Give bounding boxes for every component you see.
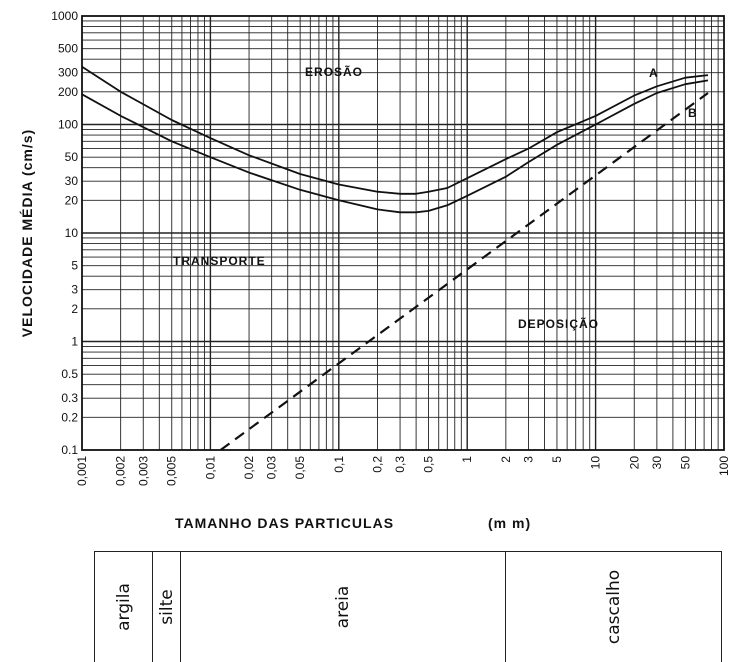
- y-tick-label: 1000: [51, 9, 78, 23]
- grain-label-silte: silte: [156, 589, 177, 625]
- y-tick-label: 100: [58, 118, 78, 132]
- x-tick-label: 0,1: [332, 456, 346, 473]
- y-tick-label: 0.2: [61, 410, 78, 424]
- y-tick-label: 30: [65, 174, 79, 188]
- y-tick-label: 500: [58, 42, 78, 56]
- y-tick-label: 10: [65, 226, 79, 240]
- grain-size-table: argila silte areia cascalho: [94, 551, 722, 662]
- series-line-a: [81, 66, 709, 195]
- grain-cell-cascalho: cascalho: [506, 552, 721, 662]
- grid: [82, 16, 724, 450]
- x-axis-title: TAMANHO DAS PARTICULAS: [175, 515, 394, 531]
- y-tick-label: 3: [71, 283, 78, 297]
- region-label-erosao: EROSÃO: [305, 64, 363, 79]
- x-tick-label: 0,03: [265, 456, 279, 480]
- grain-cell-areia: areia: [181, 552, 506, 662]
- y-tick-label: 200: [58, 85, 78, 99]
- series-lines: [81, 66, 709, 451]
- y-axis-title: VELOCIDADE MÉDIA (cm/s): [19, 129, 35, 337]
- x-tick-label: 0,02: [242, 456, 256, 480]
- x-tick-label: 5: [550, 456, 564, 463]
- region-label-deposicao: DEPOSIÇÃO: [518, 316, 599, 331]
- grain-label-argila: argila: [113, 583, 134, 631]
- x-tick-label: 0,2: [370, 456, 384, 473]
- y-tick-label: 1: [71, 335, 78, 349]
- x-tick-label: 10: [589, 456, 603, 470]
- x-tick-label: 0,002: [114, 456, 128, 486]
- series-line-middle: [81, 79, 709, 214]
- x-tick-label: 0,005: [165, 456, 179, 486]
- y-tick-label: 20: [65, 193, 79, 207]
- x-axis-unit: (m m): [488, 515, 531, 531]
- grain-label-areia: areia: [333, 585, 353, 629]
- grain-label-cascalho: cascalho: [603, 569, 624, 645]
- x-tick-label: 0,01: [203, 456, 217, 480]
- x-tick-labels: 0,001 0,002 0,003 0,005 0,01 0,02 0,03 0,05 0,1 0…: [75, 456, 729, 486]
- x-tick-label: 0,05: [293, 456, 307, 480]
- x-tick-label: 0,3: [393, 456, 407, 473]
- y-tick-label: 0.5: [61, 367, 78, 381]
- x-tick-label: 2: [499, 456, 513, 463]
- x-tick-label: 0,5: [422, 456, 436, 473]
- y-tick-label: 50: [65, 150, 79, 164]
- grain-cell-silte: silte: [153, 552, 181, 662]
- y-tick-label: 5: [71, 259, 78, 273]
- curve-label-b: B: [688, 106, 697, 120]
- x-tick-label: 0,003: [136, 456, 150, 486]
- x-tick-label: 3: [521, 456, 535, 463]
- y-tick-label: 0.1: [61, 443, 78, 457]
- y-tick-labels: 1000 500 300 200 100 50 30 20 10 5 3 2 1 0.5 0.3 0.2 0.1: [51, 9, 78, 457]
- y-tick-label: 0.3: [61, 391, 78, 405]
- curve-label-a: A: [649, 66, 658, 80]
- x-tick-label: 30: [650, 456, 664, 470]
- x-tick-label: 100: [717, 456, 729, 476]
- y-tick-label: 300: [58, 66, 78, 80]
- x-tick-label: 50: [678, 456, 692, 470]
- x-tick-label: 1: [460, 456, 474, 463]
- x-tick-label: 20: [627, 456, 641, 470]
- plot-frame: [81, 15, 725, 451]
- grain-cell-argila: argila: [95, 552, 153, 662]
- region-label-transporte: TRANSPORTE: [173, 254, 266, 268]
- x-tick-label: 0,001: [75, 456, 89, 486]
- series-line-b: [219, 92, 709, 451]
- y-tick-label: 2: [71, 302, 78, 316]
